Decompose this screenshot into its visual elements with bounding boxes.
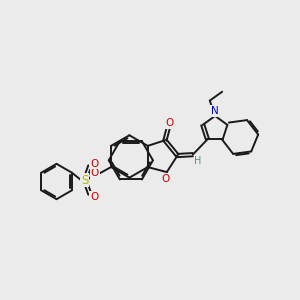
Text: O: O — [91, 168, 99, 178]
Text: O: O — [161, 174, 170, 184]
Text: O: O — [90, 158, 98, 169]
Text: O: O — [90, 191, 98, 202]
Text: O: O — [165, 118, 174, 128]
Text: S: S — [81, 173, 88, 187]
Text: H: H — [194, 156, 202, 166]
Text: N: N — [211, 106, 218, 116]
